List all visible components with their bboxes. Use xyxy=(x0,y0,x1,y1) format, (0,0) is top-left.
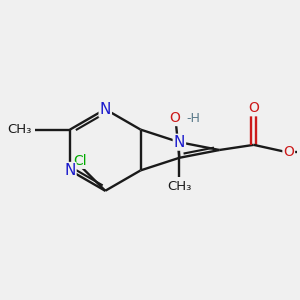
Text: Cl: Cl xyxy=(74,154,87,168)
Text: -H: -H xyxy=(187,112,201,125)
Text: N: N xyxy=(174,135,185,150)
Text: N: N xyxy=(64,163,76,178)
Text: CH₃: CH₃ xyxy=(7,123,31,136)
Text: O: O xyxy=(283,145,294,159)
Text: O: O xyxy=(169,111,180,125)
Text: N: N xyxy=(100,102,111,117)
Text: CH₃: CH₃ xyxy=(167,180,192,193)
Text: O: O xyxy=(248,101,259,116)
